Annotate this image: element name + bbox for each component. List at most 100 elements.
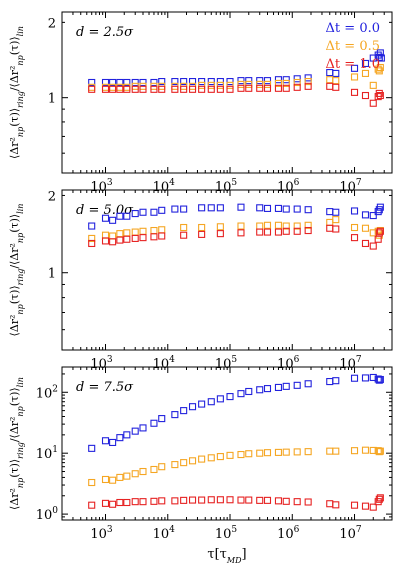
y-axis-label: ⟨Δr²np(τ)⟩ring/⟨Δr²np(τ)⟩lin (8, 377, 25, 510)
legend-entry: Δt = 0.5 (326, 39, 380, 54)
data-point (188, 403, 197, 411)
data-point (237, 80, 245, 88)
series-1 (88, 49, 385, 87)
x-tick-label: 106 (277, 355, 300, 372)
x-tick-label: 106 (277, 178, 300, 195)
data-point (332, 216, 340, 224)
data-point (304, 78, 312, 86)
data-point (198, 85, 206, 93)
data-point (293, 222, 301, 230)
data-point (171, 205, 179, 213)
data-point (293, 83, 301, 91)
data-point (171, 461, 179, 469)
data-point (263, 204, 272, 212)
data-point (263, 84, 272, 92)
data-point (158, 85, 166, 93)
data-point (150, 419, 158, 427)
data-point (171, 411, 179, 419)
data-point (150, 233, 158, 241)
data-point (237, 450, 245, 459)
data-point (150, 226, 158, 235)
data-point (88, 478, 96, 487)
data-point (350, 447, 359, 455)
data-point (282, 448, 290, 456)
data-point (139, 85, 147, 93)
data-point (274, 79, 283, 87)
data-point (376, 91, 384, 100)
data-point (350, 207, 359, 215)
data-point (326, 224, 334, 232)
data-point (150, 208, 158, 216)
data-point (116, 473, 124, 481)
data-point (375, 376, 383, 384)
data-point (216, 85, 224, 93)
panel-2: 103 104 105 106 107 1 2 ⟨Δr²np(τ)⟩ring/⟨Δr²np(τ… (8, 189, 393, 372)
data-point (207, 454, 215, 462)
data-point (139, 208, 147, 216)
data-point (198, 230, 206, 238)
data-point (256, 84, 264, 92)
data-point (282, 382, 290, 390)
data-point (123, 85, 131, 93)
data-point (139, 234, 147, 242)
data-point (180, 223, 188, 232)
panel-annotation: d = 2.5σ (76, 25, 134, 40)
data-point (256, 449, 264, 457)
data-point (101, 437, 110, 445)
data-point (256, 496, 264, 504)
data-point (274, 76, 283, 84)
data-point (256, 228, 264, 236)
data-point (198, 223, 206, 232)
data-point (293, 498, 301, 506)
data-point (293, 78, 301, 87)
data-point (237, 203, 245, 211)
panel-1: 103 104 105 106 107 1 2 ⟨Δr²np(τ)⟩ring/⟨Δr²np(τ… (8, 11, 393, 195)
data-point (198, 400, 206, 408)
data-point (101, 214, 110, 222)
data-point (274, 221, 283, 229)
data-point (326, 500, 334, 508)
data-point (216, 395, 224, 403)
data-point (116, 230, 124, 238)
data-point (282, 76, 290, 84)
data-point (293, 205, 301, 213)
data-point (369, 211, 377, 220)
data-point (216, 81, 224, 89)
x-tick-label: 103 (90, 525, 113, 542)
data-point (109, 85, 117, 93)
data-point (101, 499, 110, 507)
data-point (245, 496, 253, 504)
data-point (274, 383, 283, 392)
data-point (245, 80, 253, 88)
data-point (332, 501, 340, 509)
data-point (188, 457, 197, 465)
data-point (171, 497, 179, 505)
x-tick-label: 104 (153, 355, 176, 372)
data-point (180, 231, 188, 239)
data-point (180, 407, 188, 415)
data-point (109, 438, 117, 447)
data-point (350, 234, 359, 242)
data-point (332, 77, 340, 85)
data-point (374, 65, 382, 73)
data-point (158, 497, 166, 505)
y-tick-label: 2 (48, 16, 56, 31)
data-point (376, 494, 384, 502)
y-tick-label: 100 (36, 506, 59, 523)
data-point (361, 211, 370, 219)
data-point (369, 99, 377, 107)
x-tick-label: 105 (215, 525, 238, 542)
data-point (375, 89, 383, 97)
data-point (369, 503, 377, 511)
x-tick-label: 103 (90, 178, 113, 195)
data-point (139, 78, 147, 87)
series-3 (88, 494, 384, 511)
data-point (207, 398, 215, 406)
data-point (361, 446, 370, 454)
data-point (158, 206, 166, 214)
data-point (304, 82, 312, 90)
data-point (109, 216, 117, 224)
x-tick-label: 106 (277, 525, 300, 542)
data-point (180, 205, 188, 213)
data-point (131, 78, 139, 87)
